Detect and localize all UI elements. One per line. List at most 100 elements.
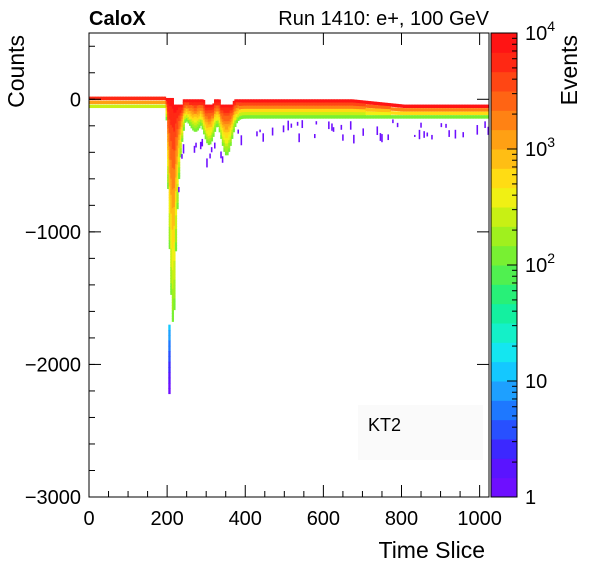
plot-frame (88, 32, 490, 498)
heatmap-cell (189, 122, 192, 126)
heatmap-cell (479, 115, 482, 119)
heatmap-cell (420, 111, 423, 116)
heatmap-cell (259, 105, 262, 110)
heatmap-cell (376, 108, 379, 112)
heatmap-cell (378, 108, 381, 113)
heatmap-cell (195, 110, 198, 115)
colorbar-segment (491, 265, 517, 285)
heatmap-cell (176, 181, 179, 185)
heatmap-cell (167, 117, 170, 121)
heatmap-cell (443, 104, 446, 109)
heatmap-cell (174, 185, 178, 190)
heatmap-cell (193, 102, 196, 106)
heatmap-cell (198, 122, 201, 126)
heatmap-cell (260, 105, 264, 110)
heatmap-cell (296, 115, 299, 119)
heatmap-cell (192, 105, 195, 109)
heatmap-cell (173, 301, 176, 305)
heatmap-outlier (256, 131, 258, 137)
heatmap-cell (178, 140, 181, 144)
heatmap-cell (231, 110, 234, 114)
heatmap-cell (190, 113, 193, 117)
heatmap-cell (349, 105, 353, 110)
heatmap-cell (123, 96, 126, 101)
heatmap-cell (228, 131, 231, 136)
heatmap-cell (349, 99, 353, 103)
heatmap-cell (454, 111, 457, 116)
heatmap-cell (168, 181, 171, 185)
heatmap-cell (232, 126, 235, 130)
heatmap-cell (114, 104, 117, 109)
heatmap-cell (171, 251, 174, 255)
heatmap-cell (171, 267, 174, 271)
heatmap-cell (289, 108, 292, 113)
heatmap-tail-cell (168, 324, 171, 331)
heatmap-cell (235, 116, 239, 121)
heatmap-cell (212, 115, 215, 119)
heatmap-cell (209, 129, 212, 134)
heatmap-cell (201, 117, 204, 121)
heatmap-cell (143, 104, 146, 109)
heatmap-cell (467, 108, 470, 112)
colorbar-segment (491, 477, 517, 498)
heatmap-cell (198, 102, 201, 106)
heatmap-cell (323, 108, 326, 113)
heatmap-cell (195, 99, 198, 103)
heatmap-cell (146, 100, 149, 105)
heatmap-cell (196, 111, 199, 116)
heatmap-cell (307, 102, 310, 106)
heatmap-cell (174, 110, 178, 114)
heatmap-cell (173, 118, 176, 122)
heatmap-cell (173, 153, 176, 157)
heatmap-cell (226, 110, 229, 114)
heatmap-cell (314, 112, 317, 116)
heatmap-cell (107, 104, 110, 109)
heatmap-cell (487, 108, 489, 112)
heatmap-cell (367, 100, 370, 105)
heatmap-cell (382, 115, 385, 119)
heatmap-cell (204, 113, 207, 117)
heatmap-cell (235, 105, 239, 109)
heatmap-cell (464, 111, 467, 116)
heatmap-cell (192, 123, 195, 128)
heatmap-cell (451, 104, 454, 109)
heatmap-cell (339, 112, 342, 116)
heatmap-cell (170, 256, 173, 260)
heatmap-cell (167, 177, 170, 181)
heatmap-cell (171, 264, 174, 269)
heatmap-cell (173, 250, 176, 254)
heatmap-cell (304, 112, 307, 116)
heatmap-cell (171, 240, 174, 244)
heatmap-cell (362, 112, 365, 116)
heatmap-cell (446, 104, 449, 109)
heatmap-cell (182, 107, 185, 112)
heatmap-cell (273, 108, 276, 113)
heatmap-cell (92, 100, 95, 105)
heatmap-outlier (332, 127, 335, 132)
heatmap-cell (315, 105, 318, 110)
heatmap-cell (176, 118, 179, 122)
heatmap-cell (357, 109, 360, 113)
heatmap-cell (218, 120, 221, 124)
heatmap-cell (181, 110, 184, 114)
heatmap-cell (334, 108, 337, 113)
heatmap-cell (110, 96, 114, 101)
heatmap-cell (201, 108, 204, 112)
heatmap-cell (168, 97, 171, 102)
heatmap-cell (381, 105, 384, 109)
heatmap-cell (171, 143, 174, 148)
heatmap-cell (295, 115, 298, 119)
heatmap-cell (309, 99, 312, 103)
heatmap-cell (171, 151, 174, 156)
heatmap-cell (118, 104, 121, 109)
heatmap-cell (178, 167, 181, 171)
heatmap-cell (315, 112, 318, 116)
heatmap-cell (281, 115, 284, 119)
heatmap-cell (267, 115, 270, 119)
heatmap-cell (268, 99, 271, 103)
heatmap-cell (268, 108, 271, 113)
heatmap-cell (274, 99, 278, 103)
heatmap-cell (206, 110, 209, 114)
heatmap-cell (167, 108, 170, 113)
heatmap-cell (468, 104, 471, 109)
